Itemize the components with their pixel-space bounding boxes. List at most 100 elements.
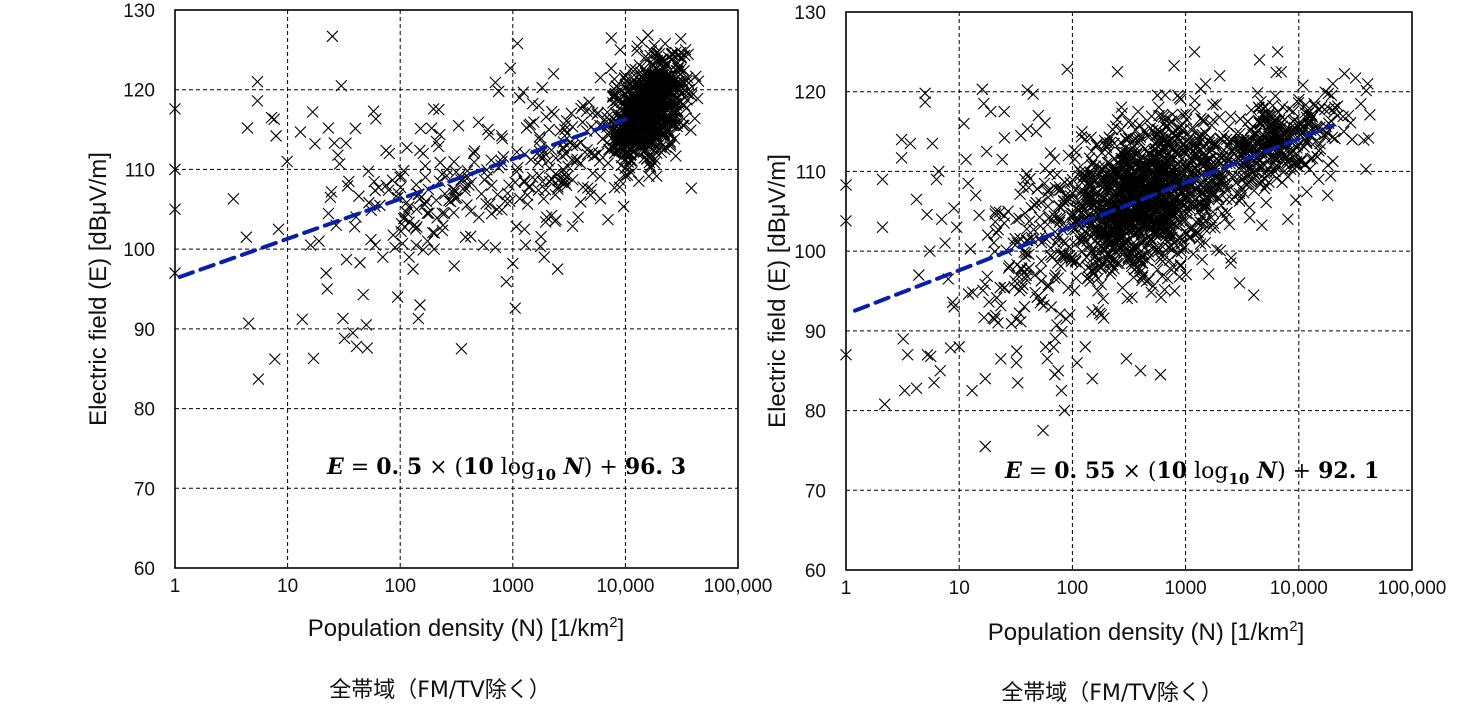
- data-point: [268, 353, 281, 366]
- data-point: [1224, 110, 1237, 123]
- data-point: [447, 206, 460, 219]
- data-point: [433, 128, 446, 141]
- data-point: [950, 221, 963, 234]
- data-point: [962, 288, 975, 300]
- data-point: [294, 126, 307, 138]
- data-point: [932, 165, 945, 178]
- data-point: [641, 153, 653, 165]
- x-tick-label: 1: [170, 576, 181, 597]
- data-point: [428, 243, 440, 256]
- data-point: [430, 135, 443, 148]
- data-point: [939, 237, 951, 250]
- data-point: [614, 43, 627, 56]
- data-point: [607, 134, 620, 147]
- data-point: [419, 160, 432, 172]
- data-point: [442, 194, 455, 207]
- data-point: [1168, 285, 1181, 297]
- data-point: [252, 373, 265, 385]
- right-x-tick-labels: 1 10 100 1000 10,000 100,000: [841, 578, 1447, 599]
- data-point: [1322, 159, 1334, 172]
- data-point: [609, 84, 622, 97]
- data-point: [513, 192, 526, 205]
- x-tick-label: 1000: [1164, 578, 1206, 599]
- data-point: [541, 154, 554, 167]
- y-tick-label: 100: [123, 240, 155, 261]
- data-point: [992, 316, 1004, 329]
- data-point: [417, 147, 430, 160]
- x-tick-label: 10: [277, 576, 298, 597]
- data-point: [1032, 109, 1045, 122]
- data-point: [418, 198, 431, 211]
- data-point: [426, 226, 439, 239]
- data-point: [1071, 356, 1083, 369]
- data-point: [682, 48, 695, 61]
- data-point: [1010, 345, 1023, 357]
- data-point: [534, 240, 547, 253]
- data-point: [341, 180, 354, 192]
- data-point: [444, 195, 457, 208]
- data-point: [657, 53, 669, 65]
- data-point: [425, 122, 438, 135]
- data-point: [497, 150, 510, 163]
- data-point: [1158, 283, 1171, 296]
- data-point: [1223, 218, 1236, 231]
- data-point: [511, 161, 524, 174]
- data-point: [517, 86, 530, 98]
- data-point: [1027, 88, 1040, 100]
- data-point: [1010, 356, 1023, 369]
- data-point: [895, 133, 908, 146]
- data-point: [481, 123, 494, 136]
- data-point: [671, 49, 684, 62]
- data-point: [309, 138, 321, 150]
- data-point: [322, 122, 335, 134]
- y-tick-label: 130: [123, 1, 155, 22]
- data-point: [585, 183, 598, 196]
- data-point: [402, 201, 415, 213]
- data-point: [1303, 163, 1316, 176]
- left-fit-line: [177, 117, 628, 279]
- data-point: [1111, 113, 1124, 126]
- data-point: [990, 226, 1003, 239]
- data-point: [681, 72, 694, 84]
- right-scatter-points: [840, 45, 1376, 453]
- data-point: [650, 98, 663, 111]
- data-point: [994, 352, 1007, 365]
- data-point: [576, 116, 589, 129]
- data-point: [654, 141, 667, 154]
- data-point: [1127, 271, 1140, 284]
- data-point: [369, 239, 382, 252]
- data-point: [506, 257, 519, 270]
- data-point: [532, 99, 545, 112]
- y-tick-label: 90: [805, 322, 826, 343]
- data-point: [684, 124, 697, 137]
- data-point: [1222, 120, 1235, 133]
- data-point: [485, 207, 498, 220]
- data-point: [876, 221, 889, 234]
- data-point: [1015, 263, 1028, 276]
- data-point: [407, 263, 419, 275]
- data-point: [1202, 268, 1215, 280]
- data-point: [1050, 319, 1063, 331]
- data-point: [593, 155, 606, 167]
- data-point: [1031, 183, 1044, 195]
- data-point: [1120, 352, 1133, 365]
- data-point: [1199, 127, 1212, 139]
- data-point: [919, 96, 932, 108]
- data-point: [467, 147, 480, 160]
- x-tick-label: 100,000: [704, 576, 773, 597]
- data-point: [1321, 189, 1334, 202]
- y-tick-label: 60: [134, 559, 155, 580]
- data-point: [1042, 280, 1054, 293]
- data-point: [613, 181, 626, 194]
- data-point: [651, 81, 663, 94]
- data-point: [1170, 112, 1183, 125]
- y-tick-label: 120: [123, 81, 155, 102]
- data-point: [560, 179, 573, 192]
- data-point: [1255, 219, 1268, 231]
- data-point: [1309, 135, 1322, 148]
- data-point: [594, 71, 607, 84]
- data-point: [251, 94, 264, 107]
- data-point: [414, 122, 427, 135]
- left-y-axis-label: Electric field (E) [dBμV/m]: [85, 152, 112, 426]
- data-point: [1174, 260, 1187, 273]
